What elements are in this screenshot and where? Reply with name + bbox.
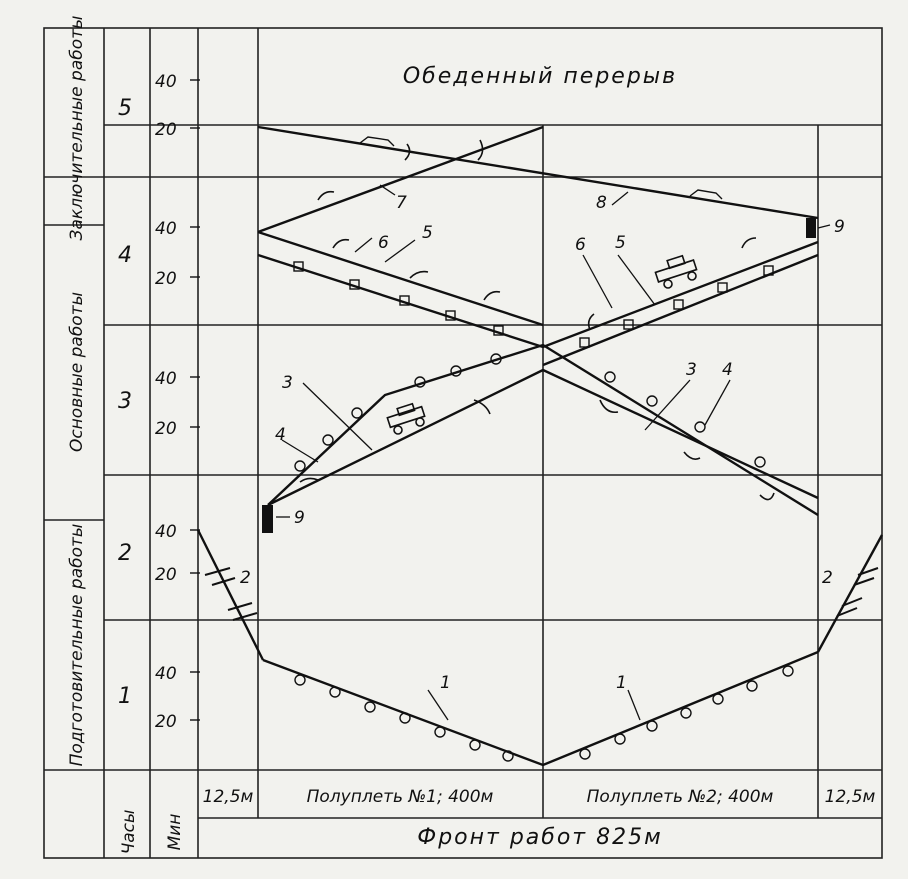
label-8: 8 [596,193,607,213]
label-6-right: 6 [575,235,586,255]
group-label-main: Основные работы [67,292,87,452]
line-6-right [542,253,819,367]
line-4 [267,368,819,507]
label-5-right: 5 [615,233,626,253]
min-label: 20 [155,120,177,140]
car-icon [386,402,426,435]
min-label: 20 [155,269,177,289]
min-label: 40 [155,664,177,684]
line-1 [262,650,819,767]
leader-lines [276,184,831,721]
label-3-left: 3 [282,373,293,393]
block-9-left [262,505,273,533]
hour-2: 2 [118,541,132,566]
min-label: 20 [155,419,177,439]
hour-5: 5 [118,96,132,121]
line-5 [257,240,819,349]
label-9-left: 9 [294,508,305,528]
hour-4: 4 [118,243,132,268]
label-4-right: 4 [722,360,733,380]
footer-min: Мин [165,814,185,851]
group-label-prep: Подготовительные работы [67,524,87,767]
min-label: 40 [155,72,177,92]
label-9-right: 9 [834,217,845,237]
min-label: 20 [155,565,177,585]
min-label: 40 [155,369,177,389]
group-label-final: Заключительные работы [67,16,87,241]
label-3-right: 3 [686,360,697,380]
footer-front: Фронт работ 825м [417,825,662,850]
footer-right-margin: 12,5м [825,787,876,807]
min-label: 20 [155,712,177,732]
line-8-cars [359,136,723,200]
car-icon [654,254,698,289]
footer-half1: Полуплеть №1; 400м [307,787,494,807]
label-2-right: 2 [822,568,833,588]
label-2-left: 2 [240,568,251,588]
outer-frame [43,27,883,859]
line-8 [257,125,819,220]
block-9-right [806,218,816,238]
lunch-break-label: Обеденный перерыв [403,64,677,89]
line-2-marks [204,567,879,621]
line-5-sleepers [293,261,774,348]
direction-arrows [299,139,775,501]
min-label: 40 [155,522,177,542]
label-5-left: 5 [422,223,433,243]
footer-half2: Полуплеть №2; 400м [587,787,774,807]
line-3 [267,343,819,517]
line-3-circles [294,353,766,472]
footer-hours: Часы [119,810,139,855]
line-2-right [816,534,884,653]
label-1-right: 1 [616,673,627,693]
line-2-left [196,529,265,661]
label-6-left: 6 [378,233,389,253]
line-6-left [257,230,544,327]
label-1-left: 1 [440,673,451,693]
hour-1: 1 [118,684,132,709]
label-4-left: 4 [275,425,286,445]
footer-left-margin: 12,5м [203,787,254,807]
line-1-circles [294,665,794,762]
line-7 [257,125,544,234]
min-label: 40 [155,219,177,239]
label-7: 7 [396,193,407,213]
hour-3: 3 [118,389,132,414]
